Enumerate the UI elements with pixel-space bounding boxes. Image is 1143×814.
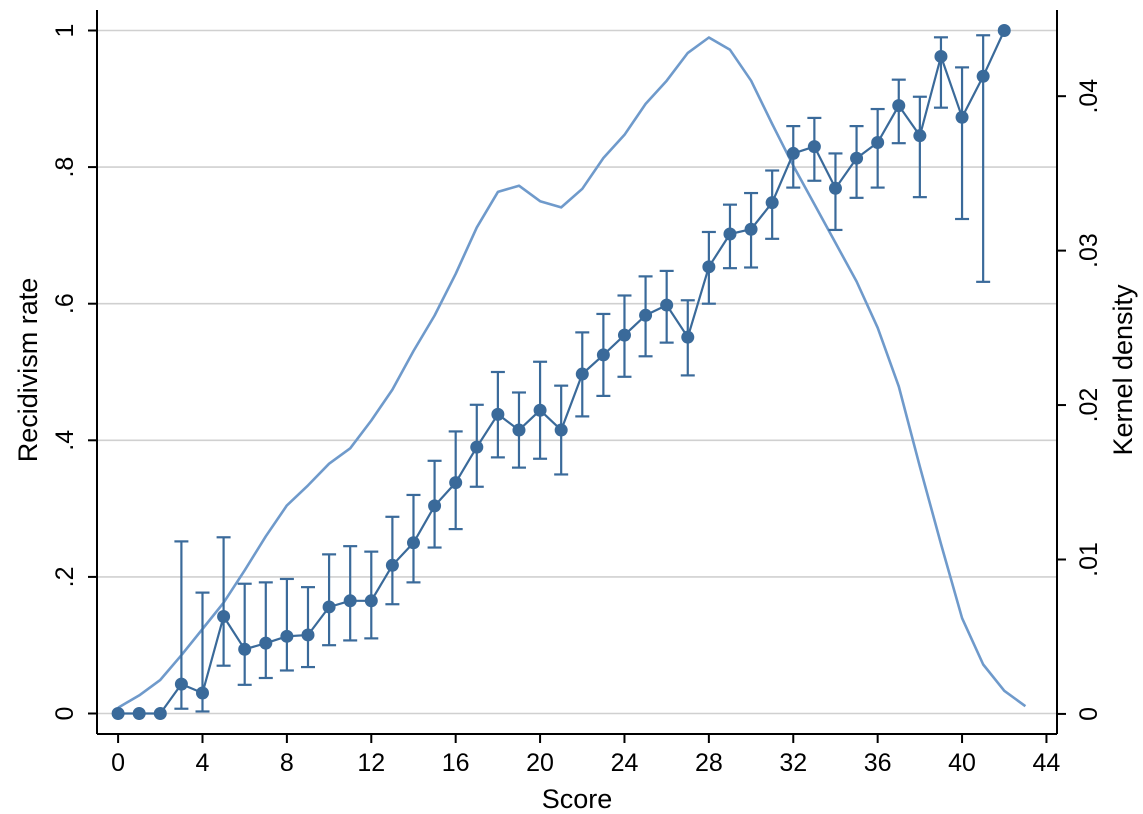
rate-point <box>428 499 442 513</box>
x-tick-label: 40 <box>948 749 976 777</box>
y-left-tick-label: 0 <box>51 707 79 721</box>
y-left-tick-label: .6 <box>51 293 79 314</box>
x-tick-label: 12 <box>357 749 385 777</box>
rate-point <box>871 136 885 150</box>
x-axis-title: Score <box>542 784 613 814</box>
y-axis-right: 0 .01 .02 .03 .04 <box>1057 79 1103 721</box>
rate-point <box>195 686 209 700</box>
rate-point <box>238 642 252 656</box>
x-tick-label: 16 <box>442 749 470 777</box>
y-left-tick-label: .4 <box>51 430 79 451</box>
rate-point <box>617 328 631 342</box>
rate-point <box>892 99 906 113</box>
x-tick-label: 24 <box>611 749 639 777</box>
plot-frame <box>96 10 1058 735</box>
rate-point <box>533 403 547 417</box>
x-axis: 0 4 8 12 16 20 24 28 32 36 40 44 <box>111 734 1060 777</box>
y-left-tick-label: .8 <box>51 157 79 178</box>
rate-point <box>744 222 758 236</box>
y-axis-left: 0 .2 .4 .6 .8 1 <box>51 24 97 721</box>
rate-point <box>132 707 146 721</box>
rate-point <box>807 140 821 154</box>
y-left-tick-label: 1 <box>51 24 79 38</box>
rate-point <box>639 308 653 322</box>
rate-point <box>174 677 188 691</box>
rate-point <box>512 423 526 437</box>
rate-point <box>596 348 610 362</box>
rate-point <box>554 423 568 437</box>
rate-point <box>660 298 674 312</box>
rate-point <box>343 594 357 608</box>
x-tick-label: 32 <box>779 749 807 777</box>
rate-point <box>786 146 800 160</box>
rate-point <box>828 181 842 195</box>
x-tick-label: 36 <box>864 749 892 777</box>
rate-point <box>934 49 948 63</box>
rate-point <box>491 407 505 421</box>
y-right-tick-label: 0 <box>1075 707 1103 721</box>
rate-point <box>449 476 463 490</box>
rate-point <box>406 536 420 550</box>
x-tick-label: 8 <box>280 749 294 777</box>
y-right-tick-label: .01 <box>1075 542 1103 577</box>
recidivism-series <box>111 23 1011 721</box>
x-tick-label: 20 <box>526 749 554 777</box>
y-axis-right-title: Kernel density <box>1108 284 1138 456</box>
y-axis-left-title: Recidivism rate <box>13 278 43 463</box>
rate-point <box>997 23 1011 37</box>
y-right-tick-label: .04 <box>1075 79 1103 114</box>
rate-point <box>681 330 695 344</box>
density-series <box>117 36 1027 709</box>
x-tick-label: 28 <box>695 749 723 777</box>
rate-point <box>955 110 969 124</box>
rate-point <box>765 196 779 210</box>
rate-point <box>913 129 927 143</box>
grid-lines <box>97 29 1057 715</box>
rate-point <box>280 629 294 643</box>
rate-point <box>575 367 589 381</box>
rate-point <box>976 69 990 83</box>
density-line <box>117 36 1027 709</box>
x-tick-label: 4 <box>196 749 210 777</box>
rate-point <box>364 594 378 608</box>
rate-point <box>850 151 864 165</box>
rate-point <box>723 227 737 241</box>
rate-point <box>111 707 125 721</box>
x-tick-label: 0 <box>111 749 125 777</box>
y-right-tick-label: .02 <box>1075 388 1103 423</box>
rate-point <box>259 636 273 650</box>
rate-point <box>153 707 167 721</box>
rate-point <box>702 260 716 274</box>
rate-point <box>301 628 315 642</box>
y-left-tick-label: .2 <box>51 566 79 587</box>
x-tick-label: 44 <box>1033 749 1061 777</box>
rate-point <box>322 600 336 614</box>
rate-point <box>217 610 231 624</box>
rate-point <box>470 440 484 454</box>
y-right-tick-label: .03 <box>1075 233 1103 268</box>
rate-point <box>385 558 399 572</box>
